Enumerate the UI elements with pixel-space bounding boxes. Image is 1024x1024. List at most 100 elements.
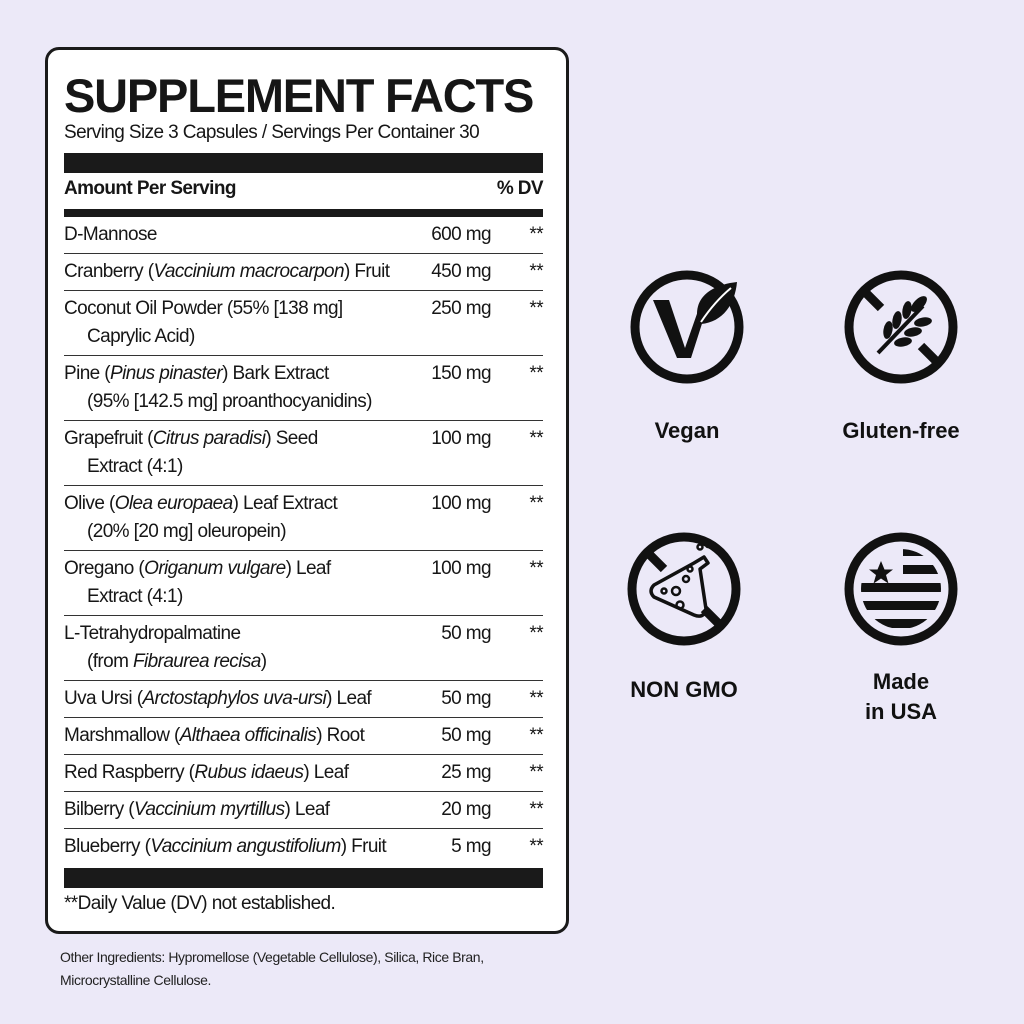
name-text: Marshmallow (	[64, 725, 180, 746]
divider-bar	[64, 868, 543, 888]
ingredient-name: Olive (Olea europaea) Leaf Extract (20% […	[64, 490, 414, 546]
name-text: ) Root	[316, 725, 365, 746]
latin-name: Citrus paradisi	[152, 428, 266, 449]
ingredient-name: Cranberry (Vaccinium macrocarpon) Fruit	[64, 258, 414, 286]
serving-info: Serving Size 3 Capsules / Servings Per C…	[64, 122, 480, 143]
ingredient-amount: 50 mg	[441, 623, 491, 644]
latin-name: Olea europaea	[114, 493, 234, 514]
ingredient-amount: 150 mg	[431, 363, 491, 384]
name-text: Uva Ursi (	[64, 688, 143, 709]
ingredient-dv: **	[529, 558, 543, 579]
ingredient-row: Pine (Pinus pinaster) Bark Extract (95% […	[64, 356, 544, 421]
ingredient-amount: 20 mg	[441, 799, 491, 820]
name-text: Pine (	[64, 363, 111, 384]
name-text: )	[260, 651, 267, 672]
badge-label: Gluten-free	[842, 418, 960, 443]
name-text: ) Bark Extract	[222, 363, 329, 384]
latin-name: Origanum vulgare	[144, 558, 286, 579]
name-text: Caprylic Acid)	[87, 326, 195, 347]
name-text: ) Leaf	[326, 688, 372, 709]
ingredient-amount: 5 mg	[451, 836, 491, 857]
name-text: ) Seed	[265, 428, 318, 449]
ingredient-name: Blueberry (Vaccinium angustifolium) Frui…	[64, 833, 414, 861]
ingredient-amount: 100 mg	[431, 558, 491, 579]
ingredient-amount: 250 mg	[431, 298, 491, 319]
name-text: ) Fruit	[343, 261, 390, 282]
ingredient-name: Red Raspberry (Rubus idaeus) Leaf	[64, 759, 414, 787]
non-gmo-flask-icon	[627, 532, 741, 646]
ingredient-name: Pine (Pinus pinaster) Bark Extract (95% […	[64, 360, 414, 416]
ingredient-dv: **	[529, 762, 543, 783]
name-text: (95% [142.5 mg] proanthocyanidins)	[87, 391, 372, 412]
latin-name: Vaccinium myrtillus	[134, 799, 285, 820]
ingredient-name-line2: (from Fibraurea recisa)	[64, 648, 414, 676]
ingredient-row: Oregano (Origanum vulgare) Leaf Extract (…	[64, 551, 544, 616]
name-text: (from	[87, 651, 134, 672]
ingredient-name-line2: Caprylic Acid)	[64, 323, 414, 351]
name-text: Extract (4:1)	[87, 586, 183, 607]
name-text: ) Leaf Extract	[232, 493, 338, 514]
amount-header-row: Amount Per Serving % DV	[64, 178, 544, 200]
ingredient-name-line2: (20% [20 mg] oleuropein)	[64, 518, 414, 546]
name-text: ) Leaf	[303, 762, 349, 783]
ingredient-name: Uva Ursi (Arctostaphylos uva-ursi) Leaf	[64, 685, 414, 713]
ingredient-name-line2: Extract (4:1)	[64, 583, 414, 611]
ingredient-dv: **	[529, 493, 543, 514]
badge-made-in-usa: Made in USA	[801, 531, 1001, 727]
ingredient-dv: **	[529, 799, 543, 820]
divider-bar	[64, 209, 543, 217]
ingredient-dv: **	[529, 836, 543, 857]
ingredient-amount: 50 mg	[441, 688, 491, 709]
badge-label-line2: in USA	[864, 699, 938, 724]
name-text: (20% [20 mg] oleuropein)	[87, 521, 287, 542]
ingredient-name: Coconut Oil Powder (55% [138 mg] Caprylic…	[64, 295, 414, 351]
ingredient-row: Cranberry (Vaccinium macrocarpon) Fruit 4…	[64, 254, 544, 291]
dv-header: % DV	[496, 178, 544, 199]
badge-label-line1: Made	[872, 669, 930, 694]
latin-name: Fibraurea recisa	[133, 651, 261, 672]
name-text: ) Leaf	[284, 799, 331, 820]
ingredient-name: Oregano (Origanum vulgare) Leaf Extract (…	[64, 555, 414, 611]
name-text: ) Fruit	[340, 836, 387, 857]
ingredient-amount: 25 mg	[441, 762, 491, 783]
ingredient-name: L-Tetrahydropalmatine (from Fibraurea rec…	[64, 620, 414, 676]
latin-name: Pinus pinaster	[110, 363, 223, 384]
name-text: Red Raspberry (	[64, 762, 195, 783]
badge-gluten-free: Gluten-free	[801, 270, 1001, 446]
ingredient-row: Red Raspberry (Rubus idaeus) Leaf 25 mg **	[64, 755, 544, 792]
ingredient-dv: **	[529, 725, 543, 746]
ingredient-row: Olive (Olea europaea) Leaf Extract (20% […	[64, 486, 544, 551]
name-text: Cranberry (	[64, 261, 154, 282]
name-text: Olive (	[64, 493, 115, 514]
ingredient-dv: **	[529, 298, 543, 319]
name-text: Blueberry (	[64, 836, 151, 857]
latin-name: Vaccinium macrocarpon	[153, 261, 344, 282]
ingredient-row: D-Mannose 600 mg **	[64, 217, 544, 254]
badge-label: Vegan	[654, 418, 720, 443]
ingredient-name-line2: (95% [142.5 mg] proanthocyanidins)	[64, 388, 414, 416]
ingredient-amount: 100 mg	[431, 428, 491, 449]
ingredient-amount: 50 mg	[441, 725, 491, 746]
name-text: Coconut Oil Powder (55% [138 mg]	[64, 298, 343, 319]
ingredient-row: Grapefruit (Citrus paradisi) Seed Extract…	[64, 421, 544, 486]
badge-non-gmo: NON GMO	[584, 531, 784, 705]
name-text: D-Mannose	[64, 224, 157, 245]
name-text: Grapefruit (	[64, 428, 153, 449]
latin-name: Arctostaphylos uva-ursi	[142, 688, 327, 709]
footnote: **Daily Value (DV) not established.	[64, 893, 336, 914]
ingredient-dv: **	[529, 363, 543, 384]
ingredient-amount: 450 mg	[431, 261, 491, 282]
ingredient-dv: **	[529, 688, 543, 709]
ingredient-row: Blueberry (Vaccinium angustifolium) Frui…	[64, 829, 544, 865]
name-text: Extract (4:1)	[87, 456, 183, 477]
ingredient-row: Marshmallow (Althaea officinalis) Root 50…	[64, 718, 544, 755]
latin-name: Vaccinium angustifolium	[150, 836, 341, 857]
ingredient-name: D-Mannose	[64, 221, 414, 249]
name-text: ) Leaf	[285, 558, 332, 579]
other-ingredients: Other Ingredients: Hypromellose (Vegetab…	[60, 949, 484, 988]
ingredient-table: D-Mannose 600 mg ** Cranberry (Vaccinium ma…	[64, 217, 544, 865]
ingredient-name: Grapefruit (Citrus paradisi) Seed Extract…	[64, 425, 414, 481]
badge-vegan: Vegan	[587, 270, 787, 446]
ingredient-amount: 600 mg	[431, 224, 491, 245]
gluten-free-wheat-icon	[844, 270, 958, 384]
